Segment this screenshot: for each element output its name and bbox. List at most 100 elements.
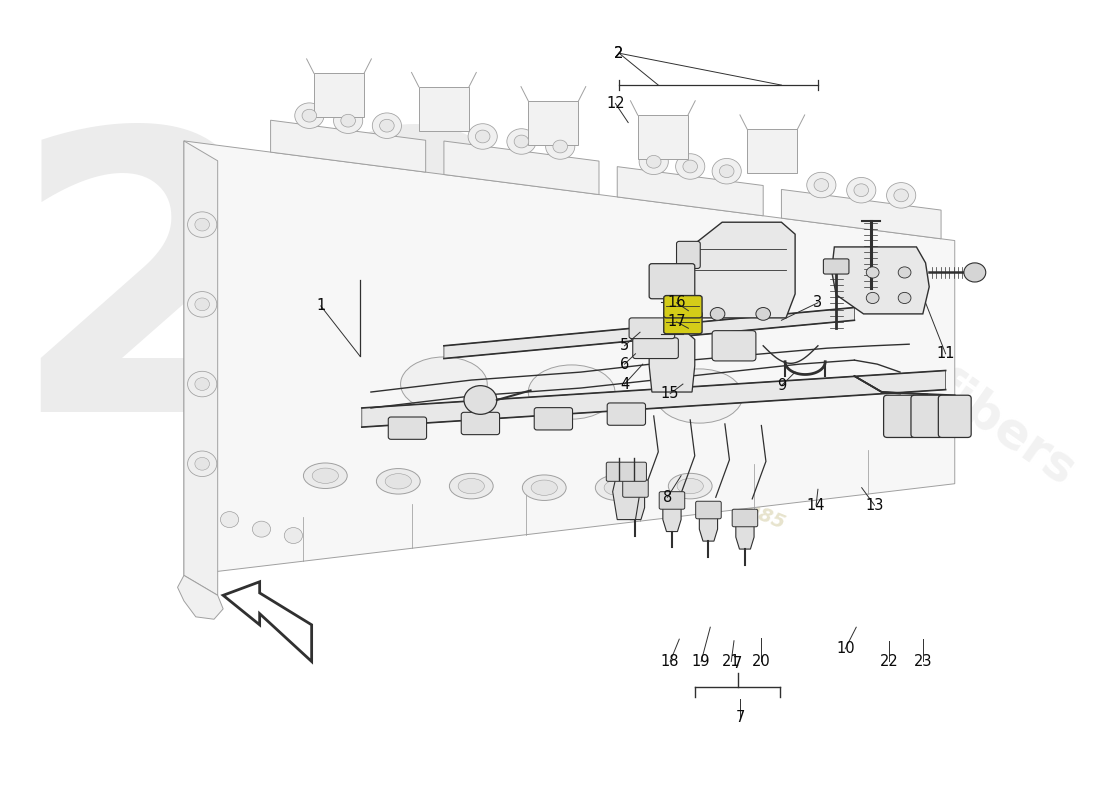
Polygon shape bbox=[444, 307, 855, 358]
FancyBboxPatch shape bbox=[883, 395, 916, 438]
Text: 20: 20 bbox=[9, 116, 550, 493]
Polygon shape bbox=[781, 190, 942, 238]
Text: 22: 22 bbox=[880, 654, 899, 669]
Ellipse shape bbox=[385, 474, 411, 489]
Text: 7: 7 bbox=[733, 655, 742, 670]
Text: 1: 1 bbox=[316, 298, 326, 314]
Circle shape bbox=[814, 178, 828, 191]
Circle shape bbox=[546, 134, 575, 159]
Circle shape bbox=[854, 184, 869, 197]
Text: 12: 12 bbox=[606, 96, 625, 111]
Text: 14: 14 bbox=[806, 498, 825, 513]
FancyBboxPatch shape bbox=[649, 264, 695, 298]
Polygon shape bbox=[271, 120, 426, 172]
Circle shape bbox=[507, 129, 536, 154]
Ellipse shape bbox=[604, 480, 630, 495]
Circle shape bbox=[553, 140, 568, 153]
Text: 8: 8 bbox=[663, 490, 672, 505]
Ellipse shape bbox=[304, 463, 348, 489]
FancyBboxPatch shape bbox=[535, 408, 572, 430]
Text: eurocarbonfibers: eurocarbonfibers bbox=[660, 177, 1086, 495]
FancyBboxPatch shape bbox=[824, 259, 849, 274]
Text: 3: 3 bbox=[813, 295, 823, 310]
Text: 16: 16 bbox=[668, 295, 685, 310]
Circle shape bbox=[464, 386, 497, 414]
FancyBboxPatch shape bbox=[911, 395, 944, 438]
FancyBboxPatch shape bbox=[733, 510, 758, 526]
FancyBboxPatch shape bbox=[461, 412, 499, 434]
Ellipse shape bbox=[458, 478, 484, 494]
Polygon shape bbox=[663, 508, 681, 531]
Ellipse shape bbox=[595, 475, 639, 501]
Circle shape bbox=[639, 149, 669, 174]
Circle shape bbox=[867, 267, 879, 278]
Ellipse shape bbox=[528, 365, 615, 419]
Circle shape bbox=[252, 521, 271, 537]
FancyBboxPatch shape bbox=[632, 338, 679, 358]
FancyBboxPatch shape bbox=[629, 318, 674, 338]
Circle shape bbox=[899, 267, 911, 278]
Ellipse shape bbox=[669, 474, 712, 499]
Text: 6: 6 bbox=[620, 357, 629, 372]
Circle shape bbox=[341, 114, 355, 127]
FancyBboxPatch shape bbox=[419, 87, 469, 130]
Text: 9: 9 bbox=[777, 378, 786, 393]
Circle shape bbox=[475, 130, 490, 143]
Circle shape bbox=[195, 458, 209, 470]
Polygon shape bbox=[649, 334, 695, 392]
Polygon shape bbox=[362, 370, 946, 427]
Text: 10: 10 bbox=[836, 642, 855, 656]
Text: 2: 2 bbox=[615, 46, 624, 61]
Circle shape bbox=[514, 135, 529, 148]
Circle shape bbox=[372, 113, 402, 138]
Circle shape bbox=[847, 178, 876, 203]
Polygon shape bbox=[626, 496, 645, 519]
Text: 21: 21 bbox=[722, 654, 740, 669]
Circle shape bbox=[195, 378, 209, 390]
Circle shape bbox=[806, 172, 836, 198]
Ellipse shape bbox=[376, 469, 420, 494]
Polygon shape bbox=[444, 141, 600, 194]
FancyBboxPatch shape bbox=[663, 295, 702, 318]
Circle shape bbox=[894, 189, 909, 202]
Polygon shape bbox=[736, 525, 755, 549]
Circle shape bbox=[469, 124, 497, 150]
Circle shape bbox=[188, 212, 217, 238]
Circle shape bbox=[964, 263, 986, 282]
FancyBboxPatch shape bbox=[388, 417, 427, 439]
Text: 19: 19 bbox=[692, 654, 711, 669]
Circle shape bbox=[188, 291, 217, 317]
Circle shape bbox=[756, 307, 770, 320]
Circle shape bbox=[302, 110, 317, 122]
Circle shape bbox=[719, 165, 734, 178]
Circle shape bbox=[379, 119, 394, 132]
Circle shape bbox=[284, 527, 302, 543]
Polygon shape bbox=[223, 582, 311, 662]
Text: 5: 5 bbox=[620, 338, 629, 354]
Polygon shape bbox=[184, 141, 218, 595]
FancyBboxPatch shape bbox=[528, 101, 579, 145]
Polygon shape bbox=[832, 247, 930, 314]
Polygon shape bbox=[184, 141, 955, 575]
FancyBboxPatch shape bbox=[676, 242, 701, 269]
Ellipse shape bbox=[400, 357, 487, 411]
Text: 1985: 1985 bbox=[865, 386, 954, 446]
Polygon shape bbox=[613, 480, 640, 519]
FancyBboxPatch shape bbox=[712, 330, 756, 361]
Circle shape bbox=[195, 218, 209, 231]
Ellipse shape bbox=[656, 369, 743, 423]
Polygon shape bbox=[177, 575, 223, 619]
Ellipse shape bbox=[678, 478, 703, 494]
FancyBboxPatch shape bbox=[623, 480, 648, 498]
Circle shape bbox=[712, 158, 741, 184]
Text: 7: 7 bbox=[736, 710, 745, 725]
Circle shape bbox=[333, 108, 363, 134]
Ellipse shape bbox=[450, 474, 493, 499]
FancyBboxPatch shape bbox=[638, 115, 688, 159]
Circle shape bbox=[899, 292, 911, 303]
Ellipse shape bbox=[531, 480, 558, 495]
Circle shape bbox=[711, 307, 725, 320]
Text: 4: 4 bbox=[620, 377, 629, 391]
Polygon shape bbox=[690, 222, 795, 318]
Text: 20: 20 bbox=[752, 654, 771, 669]
